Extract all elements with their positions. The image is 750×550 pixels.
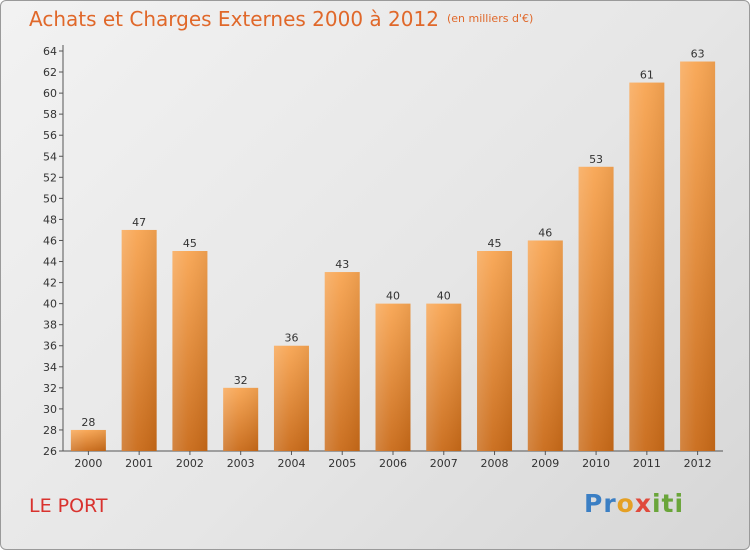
bar-value-label: 61 xyxy=(640,69,654,82)
bar-shine xyxy=(121,229,157,451)
bar xyxy=(172,251,208,451)
proxiti-logo[interactable]: Proxiti xyxy=(584,489,684,518)
bar-value-label: 40 xyxy=(386,290,400,303)
bar xyxy=(70,429,106,451)
chart-subtitle: (en milliers d'€) xyxy=(446,12,534,25)
y-tick-label: 62 xyxy=(43,66,57,79)
logo-part-3: x xyxy=(634,489,652,518)
bar-value-label: 63 xyxy=(691,48,705,61)
bar-value-label: 53 xyxy=(589,153,603,166)
x-tick-label: 2012 xyxy=(684,457,712,470)
bar-value-label: 32 xyxy=(234,374,248,387)
bar xyxy=(578,166,614,451)
x-tick-label: 2003 xyxy=(227,457,255,470)
bar-shine xyxy=(527,240,563,451)
y-tick-label: 26 xyxy=(43,445,57,458)
y-tick-label: 50 xyxy=(43,192,57,205)
x-tick-label: 2001 xyxy=(125,457,153,470)
bar-value-label: 43 xyxy=(335,258,349,271)
y-tick-label: 30 xyxy=(43,403,57,416)
bar-value-label: 45 xyxy=(488,237,502,250)
y-tick-label: 54 xyxy=(43,150,57,163)
y-tick-label: 36 xyxy=(43,340,57,353)
bar-shine xyxy=(578,166,614,451)
bar xyxy=(477,251,513,451)
x-tick-label: 2009 xyxy=(531,457,559,470)
y-tick-label: 60 xyxy=(43,87,57,100)
place-name: LE PORT xyxy=(29,495,108,517)
logo-part-4: iti xyxy=(651,489,685,518)
y-tick-label: 44 xyxy=(43,256,57,269)
bar xyxy=(629,82,665,451)
bar-value-label: 36 xyxy=(284,332,298,345)
bar-value-label: 45 xyxy=(183,237,197,250)
bar-value-label: 47 xyxy=(132,216,146,229)
bar xyxy=(375,303,411,451)
bar-shine xyxy=(629,82,665,451)
chart-axes: 26 28 30 32 34 36 38 40 42 44 46 48 50 52 54 56 58 60 62 64 xyxy=(43,45,723,458)
y-tick-label: 64 xyxy=(43,45,57,58)
bar-shine xyxy=(223,387,259,451)
x-tick-label: 2000 xyxy=(74,457,102,470)
chart-labels: 28 2000 47 2001 45 2002 32 2003 36 2004 43 2005 40 20… xyxy=(74,48,711,470)
x-tick-label: 2010 xyxy=(582,457,610,470)
chart-title-line: Achats et Charges Externes 2000 à 2012 (e… xyxy=(29,7,533,31)
y-tick-label: 52 xyxy=(43,171,57,184)
x-tick-label: 2008 xyxy=(481,457,509,470)
y-tick-label: 46 xyxy=(43,234,57,247)
y-tick-label: 28 xyxy=(43,424,57,437)
bar-shine xyxy=(172,251,208,451)
y-tick-label: 42 xyxy=(43,277,57,290)
y-tick-label: 58 xyxy=(43,108,57,121)
bar xyxy=(273,345,309,451)
x-tick-label: 2011 xyxy=(633,457,661,470)
y-tick-label: 40 xyxy=(43,298,57,311)
y-tick-label: 32 xyxy=(43,382,57,395)
logo-part-1: Pr xyxy=(584,489,617,518)
chart-title: Achats et Charges Externes 2000 à 2012 xyxy=(29,7,439,31)
bar-shine xyxy=(375,303,411,451)
bar xyxy=(527,240,563,451)
logo-part-2: o xyxy=(616,489,635,518)
bar-value-label: 28 xyxy=(81,416,95,429)
bar xyxy=(680,61,716,452)
bar-value-label: 40 xyxy=(437,290,451,303)
x-tick-label: 2007 xyxy=(430,457,458,470)
x-tick-label: 2006 xyxy=(379,457,407,470)
bar-shine xyxy=(426,303,462,451)
bar-shine xyxy=(477,251,513,451)
bar xyxy=(121,229,157,451)
chart-bars xyxy=(70,61,716,452)
y-tick-label: 38 xyxy=(43,319,57,332)
y-tick-label: 48 xyxy=(43,213,57,226)
bar xyxy=(223,387,259,451)
bar-shine xyxy=(324,272,360,451)
y-tick-label: 34 xyxy=(43,361,57,374)
bar xyxy=(426,303,462,451)
y-tick-label: 56 xyxy=(43,129,57,142)
x-tick-label: 2002 xyxy=(176,457,204,470)
bar-shine xyxy=(680,61,716,452)
bar xyxy=(324,272,360,451)
bar-shine xyxy=(70,429,106,451)
bar-shine xyxy=(273,345,309,451)
bar-value-label: 46 xyxy=(538,226,552,239)
x-tick-label: 2005 xyxy=(328,457,356,470)
x-tick-label: 2004 xyxy=(277,457,305,470)
